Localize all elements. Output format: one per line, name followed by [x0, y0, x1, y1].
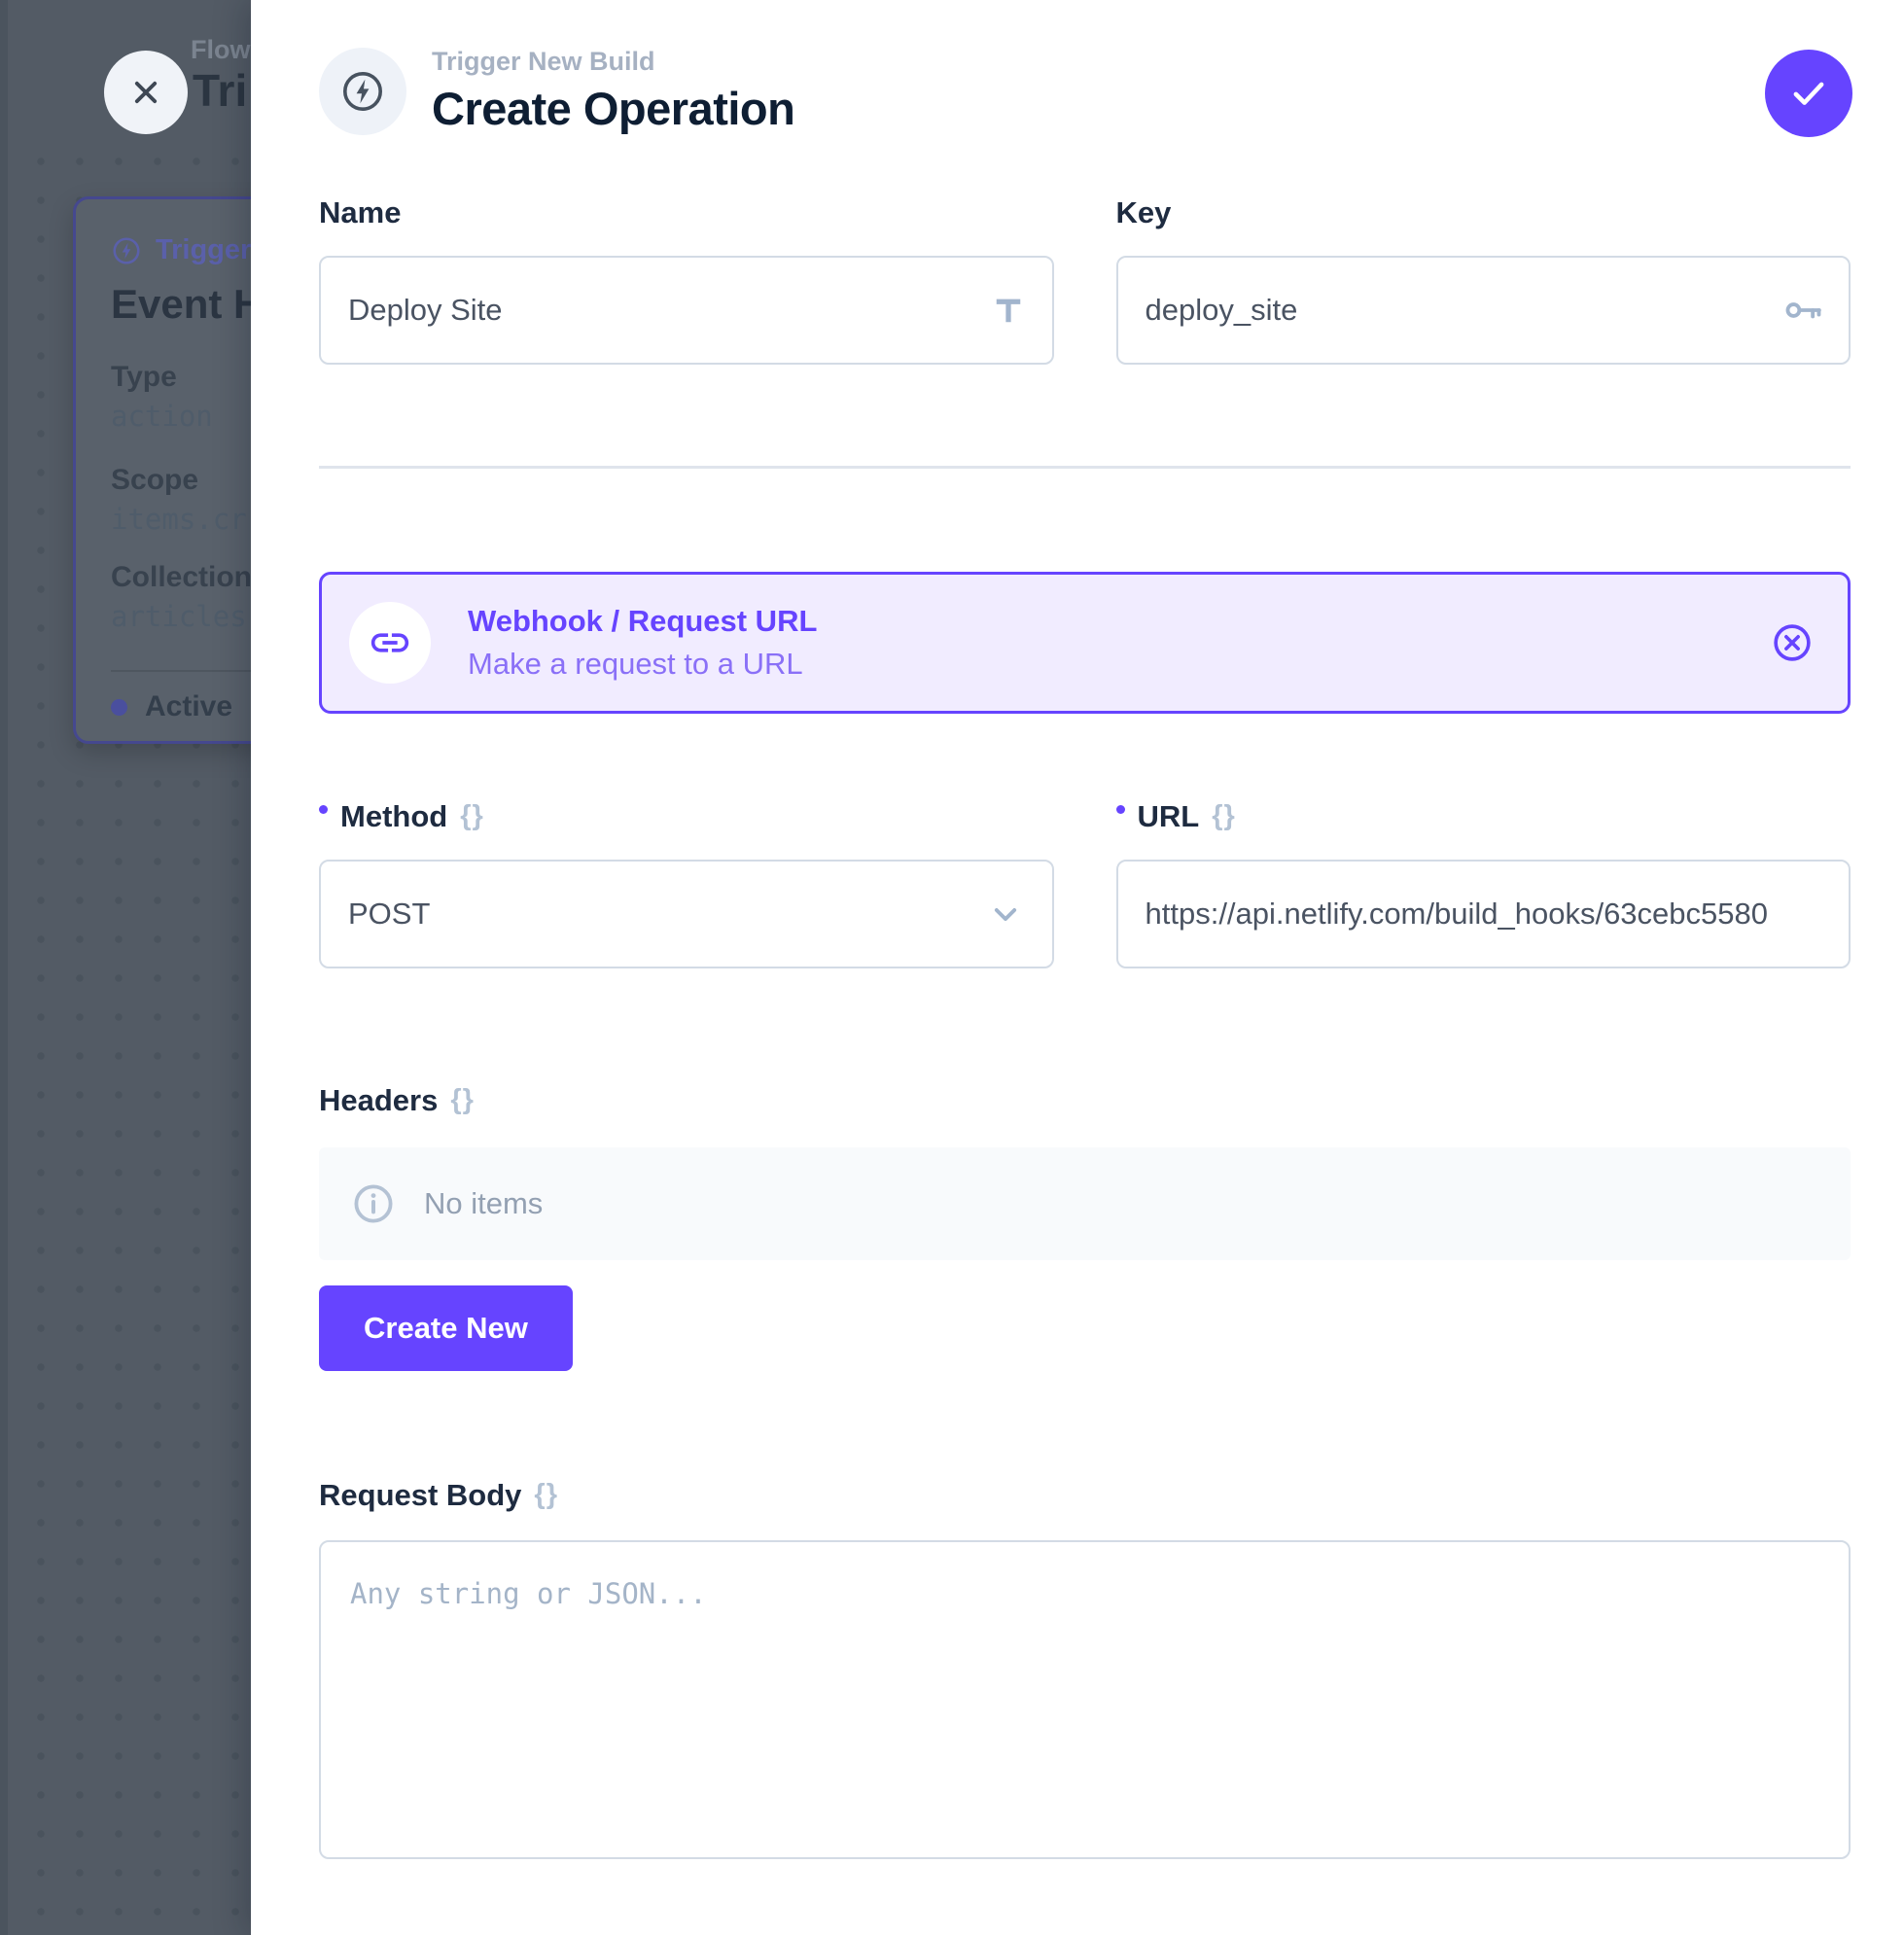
name-field: Name: [319, 195, 1054, 365]
check-icon: [1793, 82, 1824, 105]
key-icon: [1781, 288, 1825, 333]
url-label: URL {}: [1115, 799, 1851, 834]
trigger-meta-value: articles: [111, 600, 247, 633]
bolt-icon: [342, 71, 383, 111]
required-dot: [319, 804, 328, 814]
interpolation-icon: {}: [1212, 799, 1236, 831]
field-label-text: URL: [1137, 799, 1200, 833]
headers-empty-text: No items: [424, 1186, 544, 1220]
request-body-label: Request Body {}: [319, 1478, 1851, 1513]
method-label: Method {}: [319, 799, 1054, 834]
status-dot: [111, 698, 127, 716]
create-new-button[interactable]: Create New: [319, 1285, 573, 1371]
key-input[interactable]: [1115, 256, 1851, 365]
operation-type-icon-circle: [349, 602, 431, 684]
status-badge: Active: [111, 690, 273, 723]
trigger-card-type: Trigger: [156, 234, 252, 265]
operation-type-description: Make a request to a URL: [468, 647, 803, 681]
deselect-operation-button[interactable]: [1770, 620, 1815, 665]
drawer-breadcrumb: Trigger New Build: [432, 47, 655, 76]
headers-label: Headers {}: [319, 1083, 1851, 1118]
operation-icon-circle: [319, 47, 406, 135]
field-label-text: Request Body: [319, 1478, 522, 1512]
create-operation-drawer: Trigger New Build Create Operation Name: [251, 0, 1904, 1935]
close-button[interactable]: [104, 51, 188, 134]
request-body-textarea[interactable]: [319, 1540, 1851, 1859]
method-field: Method {} POST: [319, 799, 1054, 968]
method-select[interactable]: POST: [319, 860, 1054, 968]
save-button[interactable]: [1765, 50, 1852, 137]
bolt-icon: [111, 235, 142, 266]
page-edge: [0, 0, 8, 1935]
info-icon: [354, 1184, 393, 1223]
flow-page-title: Tri: [193, 65, 248, 116]
chevron-down-icon: [984, 893, 1027, 935]
close-icon: [134, 81, 158, 104]
trigger-card-header: Trigger: [111, 234, 251, 266]
interpolation-icon: {}: [450, 1083, 475, 1115]
field-label-text: Method: [340, 799, 448, 833]
name-input[interactable]: [319, 256, 1054, 365]
trigger-card-title: Event H: [111, 281, 264, 327]
trigger-meta-value: items.cr: [111, 503, 247, 536]
cancel-icon: [1774, 624, 1811, 661]
trigger-meta-label: Scope: [111, 464, 199, 496]
field-label-text: Name: [319, 195, 402, 229]
operation-type-panel[interactable]: Webhook / Request URL Make a request to …: [319, 572, 1851, 714]
method-selected-value: POST: [348, 897, 431, 931]
request-body-section: Request Body {}: [319, 1478, 1851, 1864]
field-label-text: Key: [1115, 195, 1172, 229]
key-field: Key: [1115, 195, 1851, 365]
interpolation-icon: {}: [460, 799, 484, 831]
drawer-header: Trigger New Build Create Operation: [319, 47, 1851, 135]
status-label: Active: [145, 690, 233, 722]
field-label-text: Headers: [319, 1083, 439, 1117]
url-input[interactable]: [1115, 860, 1851, 968]
trigger-meta-label: Collections: [111, 561, 268, 593]
trigger-meta-value: action: [111, 400, 213, 433]
name-label: Name: [319, 195, 1054, 230]
key-label: Key: [1116, 195, 1851, 230]
divider: [319, 466, 1851, 469]
interpolation-icon: {}: [534, 1478, 558, 1510]
required-dot: [1115, 804, 1125, 814]
trigger-meta-label: Type: [111, 361, 177, 393]
page-title: Create Operation: [432, 83, 795, 134]
operation-type-title: Webhook / Request URL: [468, 604, 818, 638]
title-icon: [988, 290, 1029, 331]
link-icon: [370, 633, 409, 652]
headers-section: Headers {} No items Create New: [319, 1083, 1851, 1371]
headers-empty-panel: No items: [319, 1147, 1851, 1260]
url-field: URL {}: [1115, 799, 1851, 968]
